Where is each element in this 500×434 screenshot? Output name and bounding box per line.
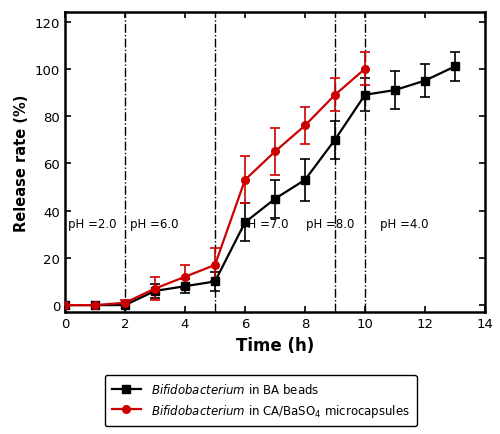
Legend: $\it{Bifidobacterium}$ in BA beads, $\it{Bifidobacterium}$ in CA/BaSO$_4$ microc: $\it{Bifidobacterium}$ in BA beads, $\it… [104, 375, 416, 426]
Text: pH =2.0: pH =2.0 [68, 217, 116, 230]
Text: pH =8.0: pH =8.0 [306, 217, 355, 230]
Y-axis label: Release rate (%): Release rate (%) [14, 94, 29, 231]
X-axis label: Time (h): Time (h) [236, 336, 314, 354]
Text: pH =7.0: pH =7.0 [240, 217, 289, 230]
Text: pH =4.0: pH =4.0 [380, 217, 428, 230]
Text: pH =6.0: pH =6.0 [130, 217, 178, 230]
